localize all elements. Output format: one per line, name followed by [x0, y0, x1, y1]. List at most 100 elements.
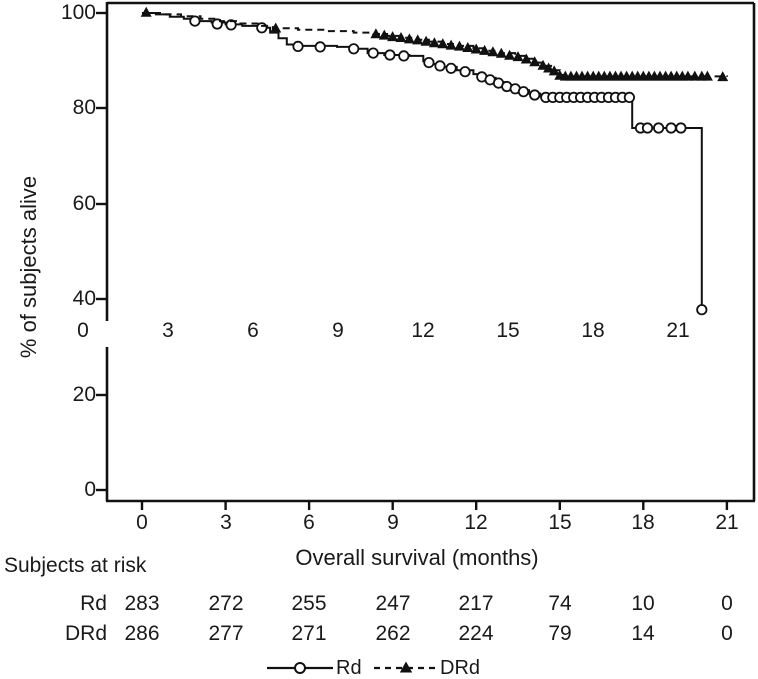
- censor-triangle-icon: [420, 35, 432, 46]
- risk-cell: 74: [548, 592, 572, 615]
- censor-triangle-icon: [548, 65, 560, 76]
- censor-circle-icon: [292, 40, 304, 53]
- inner-tick-3: 3: [162, 319, 174, 342]
- legend-label-rd: Rd: [336, 657, 362, 679]
- x-tick-label-18: 18: [631, 511, 655, 534]
- censor-circle-icon: [652, 122, 665, 134]
- censor-triangle-icon: [470, 43, 482, 54]
- censor-triangle-icon: [487, 46, 499, 57]
- inner-tick-15: 15: [496, 319, 520, 342]
- censor-triangle-icon: [387, 31, 399, 42]
- inner-tick-21: 21: [666, 319, 690, 342]
- censor-triangle-icon: [395, 32, 407, 42]
- plot-axes: [105, 1, 756, 503]
- inner-tick-6: 6: [247, 319, 259, 342]
- censor-circle-icon: [367, 47, 379, 59]
- x-tick-marks: [140, 501, 729, 510]
- inner-tick-18: 18: [581, 319, 605, 342]
- censor-triangle-icon: [529, 56, 541, 67]
- censor-triangle-icon: [520, 53, 532, 64]
- legend-rd-circle-icon: [294, 662, 306, 674]
- censor-triangle-icon: [270, 22, 282, 33]
- x-tick-label-6: 6: [303, 511, 315, 534]
- risk-cell: 255: [291, 592, 327, 615]
- risk-row-label-drd: DRd: [64, 622, 107, 645]
- censor-triangle-icon: [689, 70, 701, 81]
- y-tick-marks: [96, 11, 107, 492]
- risk-cell: 277: [208, 622, 244, 645]
- inner-tick-9: 9: [332, 319, 344, 342]
- x-tick-label-12: 12: [464, 511, 488, 534]
- legend-label-drd: DRd: [440, 657, 481, 679]
- risk-cell: 286: [124, 622, 160, 645]
- censor-triangle-icon: [462, 42, 474, 52]
- x-tick-label-3: 3: [220, 511, 232, 534]
- censor-circle-icon: [423, 56, 435, 69]
- x-tick-label-21: 21: [715, 511, 739, 534]
- risk-cell: 0: [721, 592, 733, 615]
- rd-censor-marks: [189, 15, 708, 316]
- y-axis-title: % of subjects alive: [16, 175, 41, 359]
- rd-survival-curve: [142, 12, 703, 310]
- risk-cell: 79: [548, 622, 572, 645]
- censor-circle-icon: [529, 89, 541, 101]
- risk-cell: 217: [458, 592, 494, 615]
- censor-triangle-icon: [437, 38, 449, 49]
- censor-triangle-icon: [428, 37, 440, 48]
- y-tick-label-80: 80: [72, 96, 96, 119]
- x-tick-label-0: 0: [136, 511, 148, 534]
- y-tick-label-40: 40: [72, 287, 96, 310]
- risk-cell: 224: [458, 622, 494, 645]
- censor-circle-icon: [398, 50, 410, 62]
- censor-triangle-icon: [140, 6, 152, 17]
- risk-row-label-rd: Rd: [80, 592, 107, 615]
- risk-cell: 283: [124, 592, 160, 615]
- y-tick-label-20: 20: [72, 383, 96, 406]
- legend-drd-triangle-icon: [399, 661, 413, 673]
- drd-censor-marks: [140, 6, 729, 82]
- censor-triangle-icon: [495, 47, 507, 58]
- x-tick-label-9: 9: [387, 511, 399, 534]
- x-axis-title: Overall survival (months): [295, 545, 539, 570]
- censor-circle-icon: [675, 122, 687, 134]
- censor-triangle-icon: [370, 28, 382, 39]
- x-tick-label-15: 15: [548, 511, 572, 534]
- y-tick-label-0: 0: [84, 478, 96, 501]
- censor-triangle-icon: [454, 40, 465, 51]
- risk-cell: 247: [375, 592, 411, 615]
- risk-cell: 10: [631, 592, 655, 615]
- censor-triangle-icon: [537, 59, 549, 70]
- censor-circle-icon: [384, 49, 396, 61]
- y-tick-label-100: 100: [60, 1, 96, 24]
- censor-circle-icon: [641, 122, 654, 134]
- censor-circle-icon: [459, 66, 471, 78]
- risk-cell: 272: [208, 592, 244, 615]
- inner-tick-0: 0: [77, 319, 89, 342]
- censor-triangle-icon: [701, 70, 713, 81]
- censor-triangle-icon: [682, 70, 694, 81]
- censor-triangle-icon: [717, 71, 729, 82]
- censor-circle-icon: [314, 41, 326, 53]
- censor-circle-icon: [623, 91, 636, 104]
- y-tick-label-60: 60: [72, 192, 96, 215]
- risk-cell: 262: [375, 622, 411, 645]
- legend-marks: [267, 661, 437, 674]
- risk-cell: 14: [631, 622, 655, 645]
- censor-triangle-icon: [412, 34, 424, 45]
- risk-table-heading: Subjects at risk: [4, 554, 147, 577]
- censor-circle-icon: [434, 60, 446, 72]
- risk-cell: 271: [291, 622, 327, 645]
- censor-circle-icon: [665, 122, 677, 134]
- censor-triangle-icon: [403, 33, 415, 44]
- risk-cell: 0: [721, 622, 733, 645]
- survival-curves-layer: [140, 6, 729, 316]
- censor-triangle-icon: [512, 51, 524, 62]
- censor-circle-icon: [696, 304, 708, 316]
- censor-triangle-icon: [479, 44, 491, 55]
- censor-circle-icon: [348, 43, 360, 55]
- censor-circle-icon: [189, 15, 201, 27]
- censor-circle-icon: [256, 22, 268, 34]
- censor-circle-icon: [517, 86, 530, 98]
